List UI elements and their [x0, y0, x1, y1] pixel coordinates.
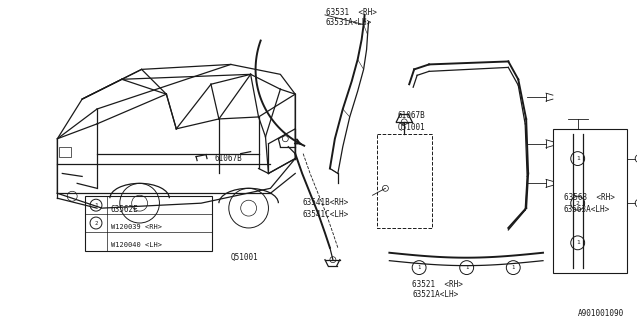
- Text: 63531  <RH>: 63531 <RH>: [326, 8, 377, 17]
- Text: W120039 <RH>: W120039 <RH>: [111, 224, 162, 230]
- Text: 63563  <RH>: 63563 <RH>: [564, 193, 614, 202]
- Text: 63541C<LH>: 63541C<LH>: [302, 210, 348, 219]
- Text: 2: 2: [576, 201, 580, 206]
- Text: 1: 1: [576, 156, 580, 161]
- Text: 63562E: 63562E: [111, 204, 139, 214]
- Text: 1: 1: [465, 265, 468, 270]
- Text: 63541B<RH>: 63541B<RH>: [302, 198, 348, 207]
- Text: 1: 1: [94, 203, 98, 208]
- Text: 63563A<LH>: 63563A<LH>: [564, 205, 610, 214]
- Text: 1: 1: [417, 265, 420, 270]
- Bar: [553, 129, 627, 273]
- Text: A901001090: A901001090: [578, 309, 624, 318]
- Bar: [60, 147, 71, 156]
- Text: 63521A<LH>: 63521A<LH>: [412, 290, 458, 300]
- Bar: [378, 134, 432, 228]
- Text: 1: 1: [576, 240, 580, 245]
- Text: 63521  <RH>: 63521 <RH>: [412, 281, 463, 290]
- Text: 63531A<LH>: 63531A<LH>: [326, 18, 372, 27]
- Text: 61067B: 61067B: [215, 154, 243, 163]
- Text: Q51001: Q51001: [231, 253, 259, 262]
- Text: W120040 <LH>: W120040 <LH>: [111, 242, 162, 248]
- Text: 1: 1: [511, 265, 515, 270]
- Text: 61067B: 61067B: [397, 111, 425, 120]
- Text: Q51001: Q51001: [397, 123, 425, 132]
- Bar: [85, 196, 212, 251]
- Text: 2: 2: [94, 220, 98, 226]
